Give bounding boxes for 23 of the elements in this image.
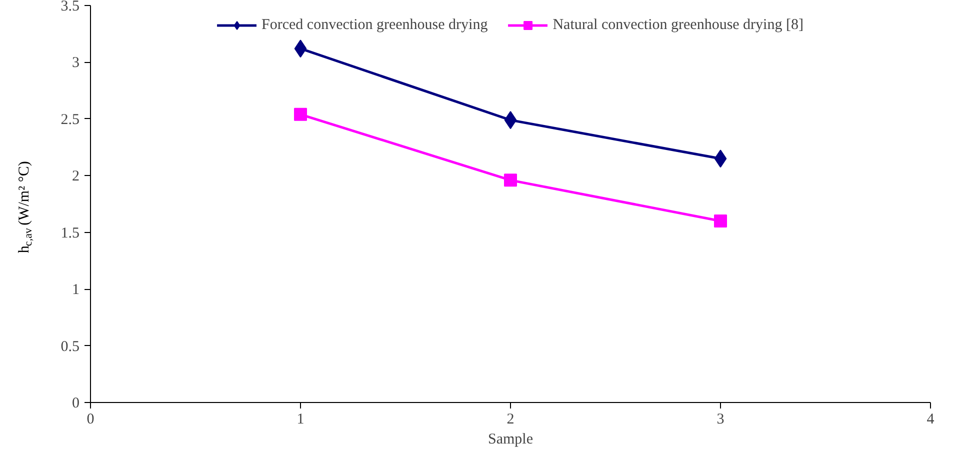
y-tick-label: 3.5 bbox=[60, 0, 80, 14]
x-tick-label: 1 bbox=[296, 412, 304, 428]
legend-label: Natural convection greenhouse drying [8] bbox=[552, 16, 804, 34]
point bbox=[714, 150, 727, 168]
y-tick-label: 0.5 bbox=[60, 338, 80, 355]
y-tick-label: 0 bbox=[72, 396, 80, 412]
y-axis-title: hc,av (W/m² °C) bbox=[16, 161, 34, 254]
x-tick-label: 4 bbox=[926, 412, 935, 428]
x-tick-label: 0 bbox=[86, 412, 94, 428]
point bbox=[294, 40, 307, 58]
x-tick-label: 3 bbox=[716, 412, 724, 428]
y-tick-label: 1 bbox=[72, 282, 80, 298]
point bbox=[294, 108, 307, 121]
y-tick-label: 1.5 bbox=[60, 225, 80, 242]
point bbox=[504, 174, 517, 187]
point bbox=[714, 214, 727, 228]
x-axis-title: Sample bbox=[488, 432, 534, 448]
y-tick-label: 2.5 bbox=[60, 112, 80, 128]
y-tick-label: 2 bbox=[72, 168, 80, 185]
point bbox=[504, 111, 517, 130]
legend-label: Forced convection greenhouse drying bbox=[262, 16, 488, 34]
x-tick-label: 2 bbox=[506, 412, 514, 428]
y-tick-label: 3 bbox=[72, 55, 80, 72]
